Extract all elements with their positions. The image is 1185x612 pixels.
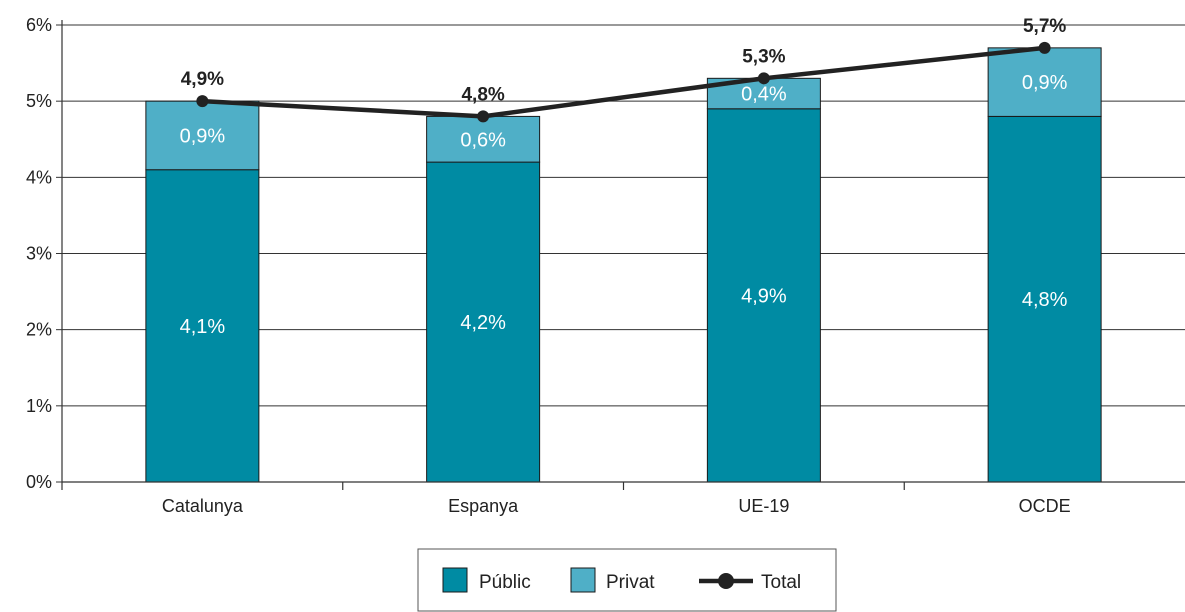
legend-label-public: Públic	[479, 572, 531, 593]
legend: Públic Privat Total	[417, 548, 837, 612]
bar-privat	[987, 47, 1102, 117]
axes: 0% 1% 2% 3% 4% 5% 6% Catalunya Espanya UE-19 OCDE	[26, 15, 1185, 516]
bar-value-label: 0,9%	[1022, 72, 1068, 94]
bar-value-label: 0,9%	[180, 125, 226, 147]
bar-value-label: 4,9%	[741, 285, 787, 307]
bar-p-blic	[987, 115, 1102, 483]
bar-p-blic	[706, 108, 821, 483]
bar-value-label: 4,2%	[460, 312, 506, 334]
legend-box	[417, 548, 837, 612]
total-point	[1038, 41, 1051, 54]
total-value-label: 4,9%	[181, 69, 224, 90]
y-tick-label: 2%	[26, 320, 52, 340]
x-category-label: UE-19	[738, 496, 789, 516]
bar-privat	[145, 100, 260, 171]
legend-label-private: Privat	[606, 572, 655, 593]
total-line-path	[202, 45, 1045, 119]
y-tick-label: 0%	[26, 472, 52, 492]
total-point	[757, 72, 770, 85]
bar-value-label: 0,6%	[460, 129, 506, 151]
legend-swatch-private	[570, 567, 596, 593]
legend-label-total: Total	[761, 572, 801, 593]
bar-value-label: 4,1%	[180, 316, 226, 338]
bar-value-label: 4,8%	[1022, 289, 1068, 311]
y-tick-label: 5%	[26, 91, 52, 111]
x-category-label: OCDE	[1019, 496, 1071, 516]
y-tick-label: 3%	[26, 244, 52, 264]
bars	[145, 47, 1102, 483]
bar-p-blic	[426, 161, 541, 483]
total-point	[196, 95, 209, 108]
total-value-label: 4,8%	[461, 84, 504, 105]
x-category-label: Espanya	[448, 496, 519, 516]
total-point	[477, 110, 490, 123]
y-tick-label: 6%	[26, 15, 52, 35]
legend-marker-total	[718, 573, 734, 589]
y-tick-label: 1%	[26, 396, 52, 416]
total-value-label: 5,3%	[742, 46, 785, 67]
y-tick-label: 4%	[26, 167, 52, 187]
bar-value-label: 0,4%	[741, 84, 787, 106]
x-category-label: Catalunya	[162, 496, 244, 516]
total-line	[196, 41, 1051, 123]
data-labels: 4,1% 0,9% 4,2% 0,6% 4,9% 0,4% 4,8% 0,9% 4,9% 4,8%…	[180, 16, 1068, 338]
legend-swatch-public	[442, 567, 468, 593]
total-value-label: 5,7%	[1023, 16, 1066, 37]
